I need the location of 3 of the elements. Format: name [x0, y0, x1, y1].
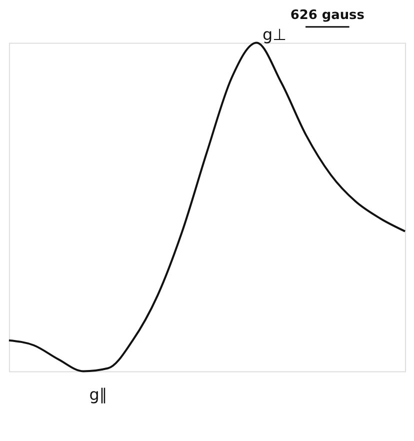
text: 626 gauss: [290, 8, 365, 23]
annotation: g⊥: [262, 24, 286, 44]
text: g∥: [89, 385, 108, 404]
